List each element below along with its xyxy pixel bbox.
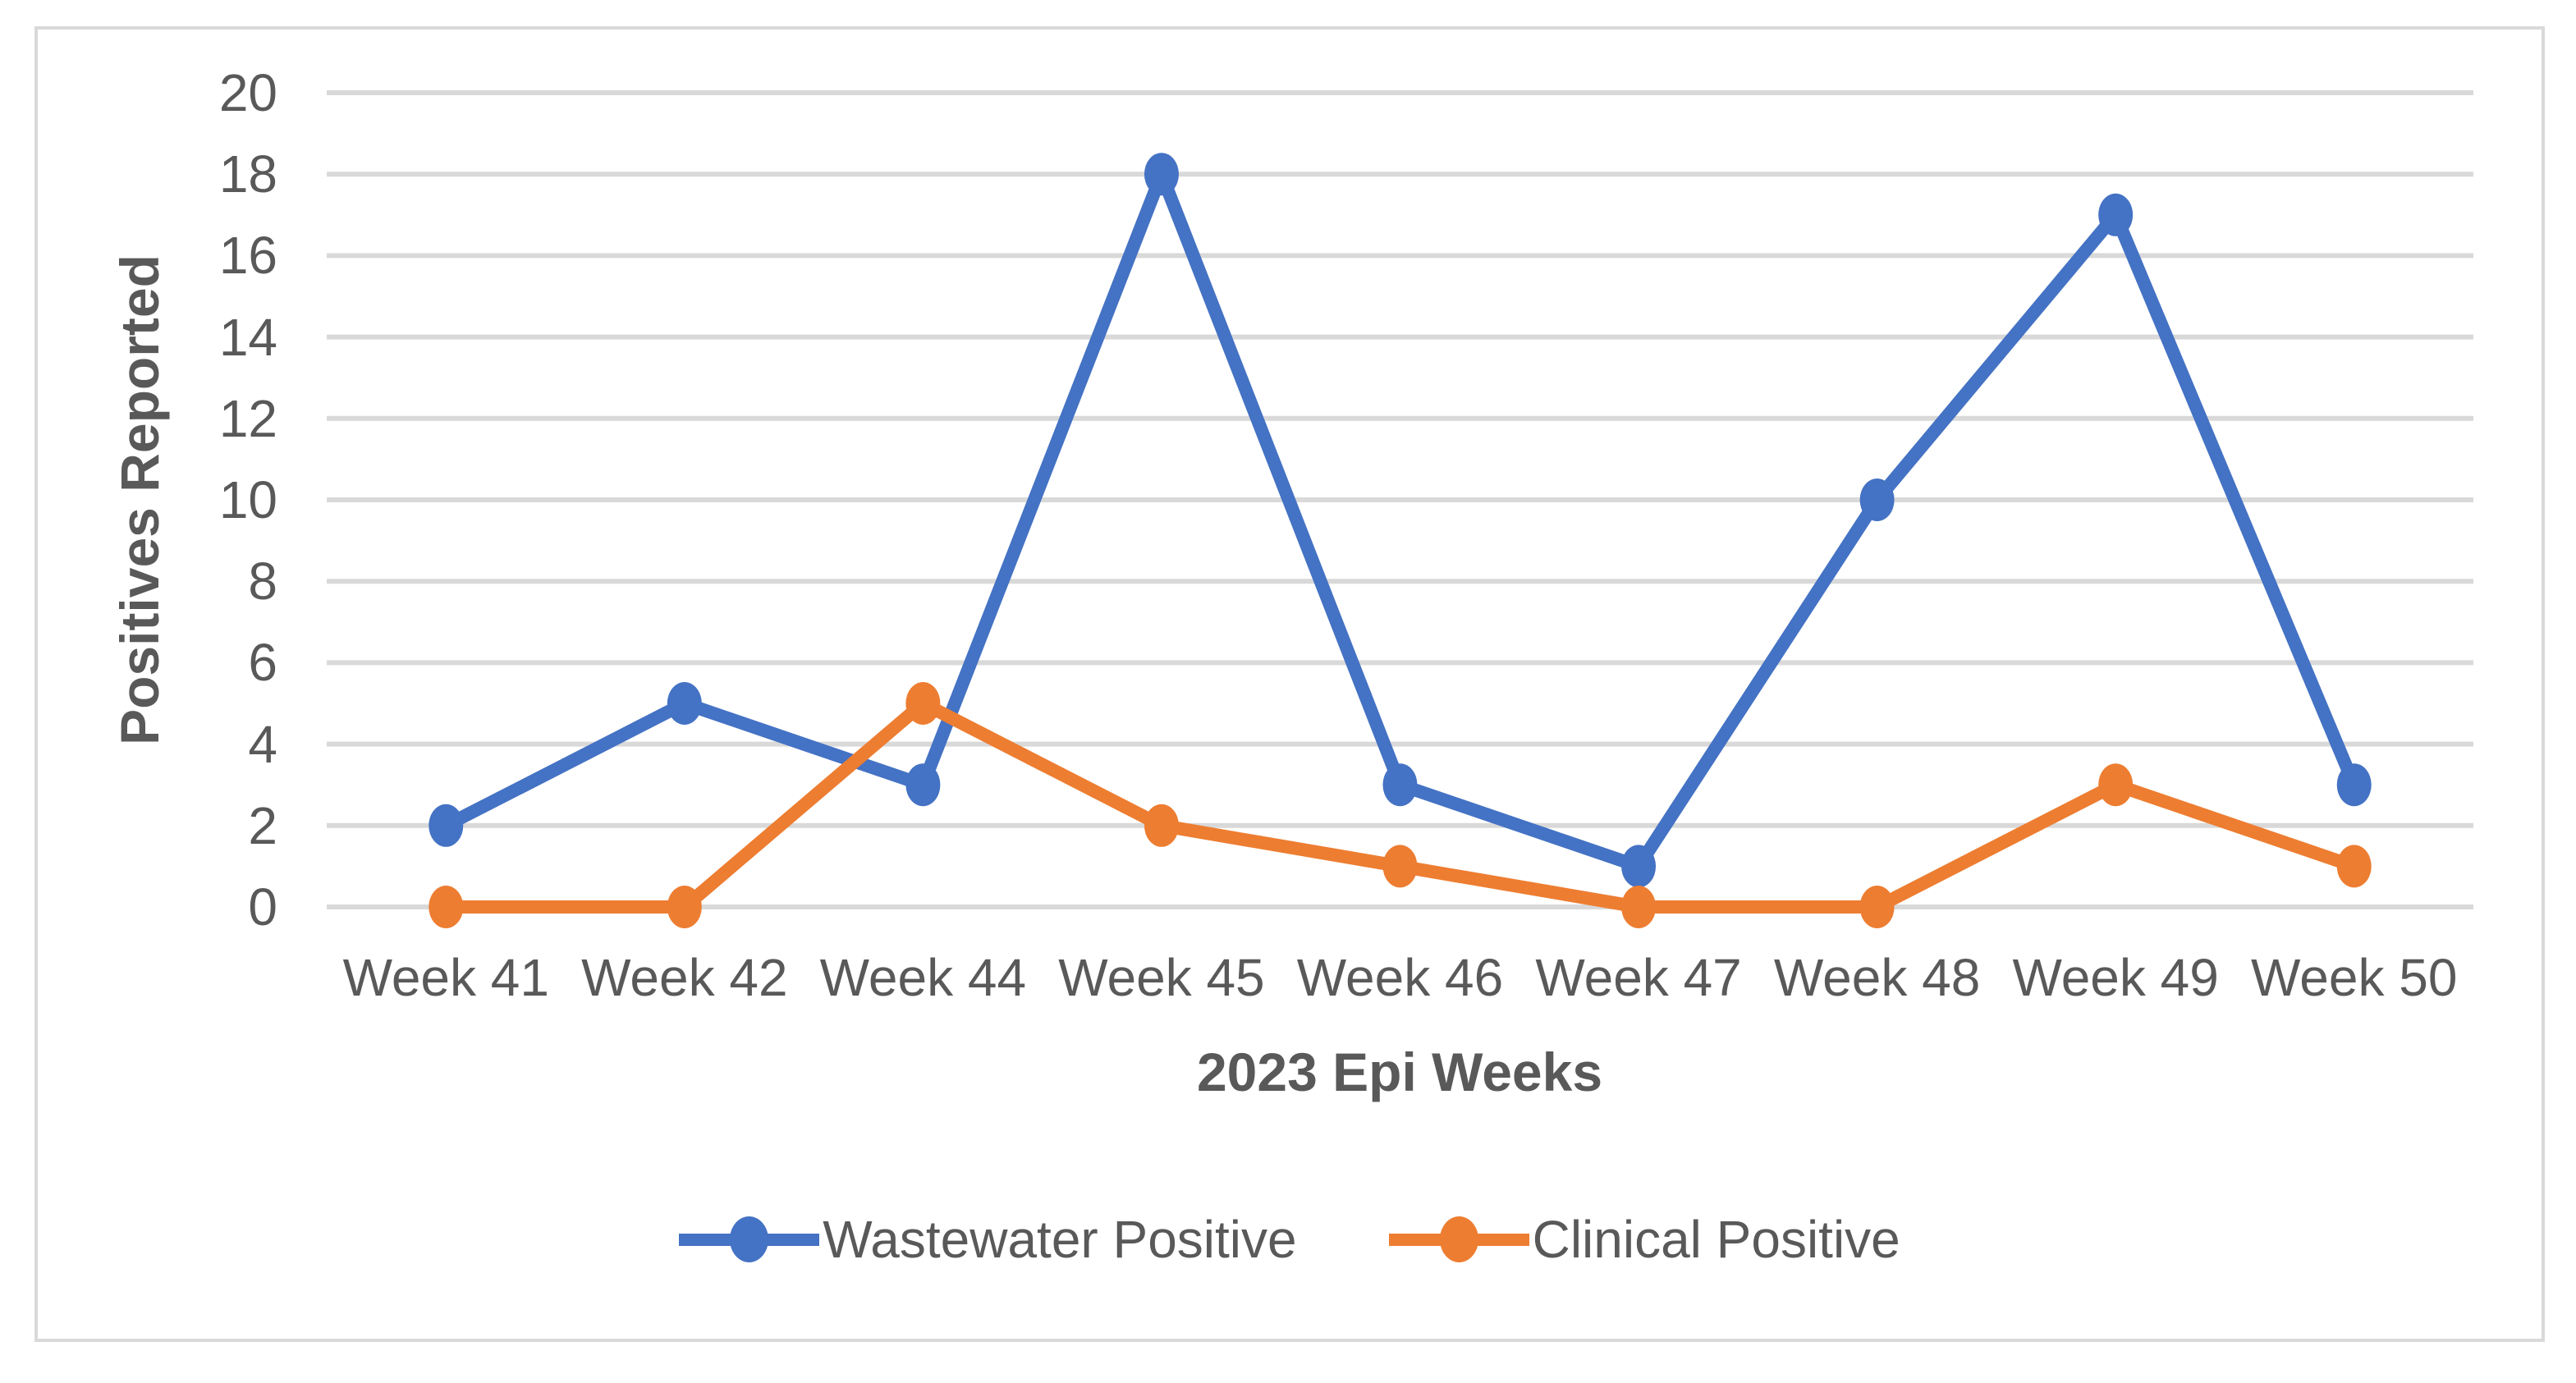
data-point-marker-wastewater-positive — [905, 763, 941, 807]
y-axis-tick-label: 18 — [218, 144, 277, 204]
legend-marker-wastewater-positive — [679, 1213, 820, 1266]
data-point-marker-clinical-positive — [429, 886, 464, 928]
data-point-marker-clinical-positive — [905, 682, 941, 725]
y-axis-tick-label: 8 — [248, 552, 277, 611]
data-point-marker-wastewater-positive — [1144, 153, 1179, 196]
data-point-marker-wastewater-positive — [2336, 763, 2372, 807]
legend-label: Clinical Positive — [1532, 1210, 1900, 1269]
legend-entry-clinical-positive: Clinical Positive — [1388, 1210, 1900, 1269]
y-axis-tick-label: 14 — [218, 307, 277, 367]
data-point-marker-wastewater-positive — [667, 682, 702, 725]
data-point-marker-clinical-positive — [1144, 804, 1179, 847]
x-axis-tick-label: Week 41 — [342, 948, 549, 1007]
x-axis-tick-label: Week 44 — [819, 948, 1027, 1007]
data-point-marker-wastewater-positive — [1621, 845, 1657, 888]
y-axis-tick-label: 0 — [248, 877, 277, 937]
y-axis-tick-label: 4 — [248, 714, 277, 774]
legend-circle-icon — [1439, 1216, 1478, 1262]
data-point-marker-clinical-positive — [2098, 763, 2134, 807]
y-axis-tick-label: 6 — [248, 633, 277, 693]
y-axis-tick-label: 16 — [218, 226, 277, 286]
x-axis-tick-label: Week 42 — [581, 948, 788, 1007]
legend-entry-wastewater-positive: Wastewater Positive — [679, 1210, 1297, 1269]
data-point-marker-clinical-positive — [1382, 845, 1418, 888]
x-axis-tick-label: Week 46 — [1296, 948, 1504, 1007]
x-axis-title: 2023 Epi Weeks — [1196, 1042, 1603, 1102]
y-axis-tick-label: 20 — [218, 63, 277, 122]
legend-circle-icon — [730, 1216, 769, 1262]
x-axis-tick-label: Week 50 — [2251, 948, 2458, 1007]
x-axis-tick-label: Week 45 — [1058, 948, 1265, 1007]
x-axis-tick-label: Week 48 — [1773, 948, 1981, 1007]
data-point-marker-wastewater-positive — [1859, 479, 1895, 521]
legend-label: Wastewater Positive — [823, 1210, 1297, 1269]
x-axis-tick-label: Week 47 — [1535, 948, 1742, 1007]
y-axis-tick-label: 12 — [218, 388, 277, 448]
x-axis-tick-label: Week 49 — [2012, 948, 2219, 1007]
data-point-marker-clinical-positive — [1621, 886, 1657, 928]
y-axis-tick-label: 2 — [248, 795, 277, 855]
data-point-marker-wastewater-positive — [2098, 193, 2134, 236]
chart-legend: Wastewater Positive Clinical Positive — [34, 1213, 2545, 1266]
y-axis-title: Positives Reported — [109, 254, 170, 745]
legend-marker-clinical-positive — [1388, 1213, 1529, 1266]
series-line-wastewater-positive — [439, 167, 2361, 873]
data-point-marker-clinical-positive — [2336, 845, 2372, 888]
data-point-marker-clinical-positive — [667, 886, 702, 928]
data-point-marker-wastewater-positive — [429, 804, 464, 847]
y-axis-tick-label: 10 — [218, 470, 277, 529]
data-point-marker-wastewater-positive — [1382, 763, 1418, 807]
data-point-marker-clinical-positive — [1859, 886, 1895, 928]
